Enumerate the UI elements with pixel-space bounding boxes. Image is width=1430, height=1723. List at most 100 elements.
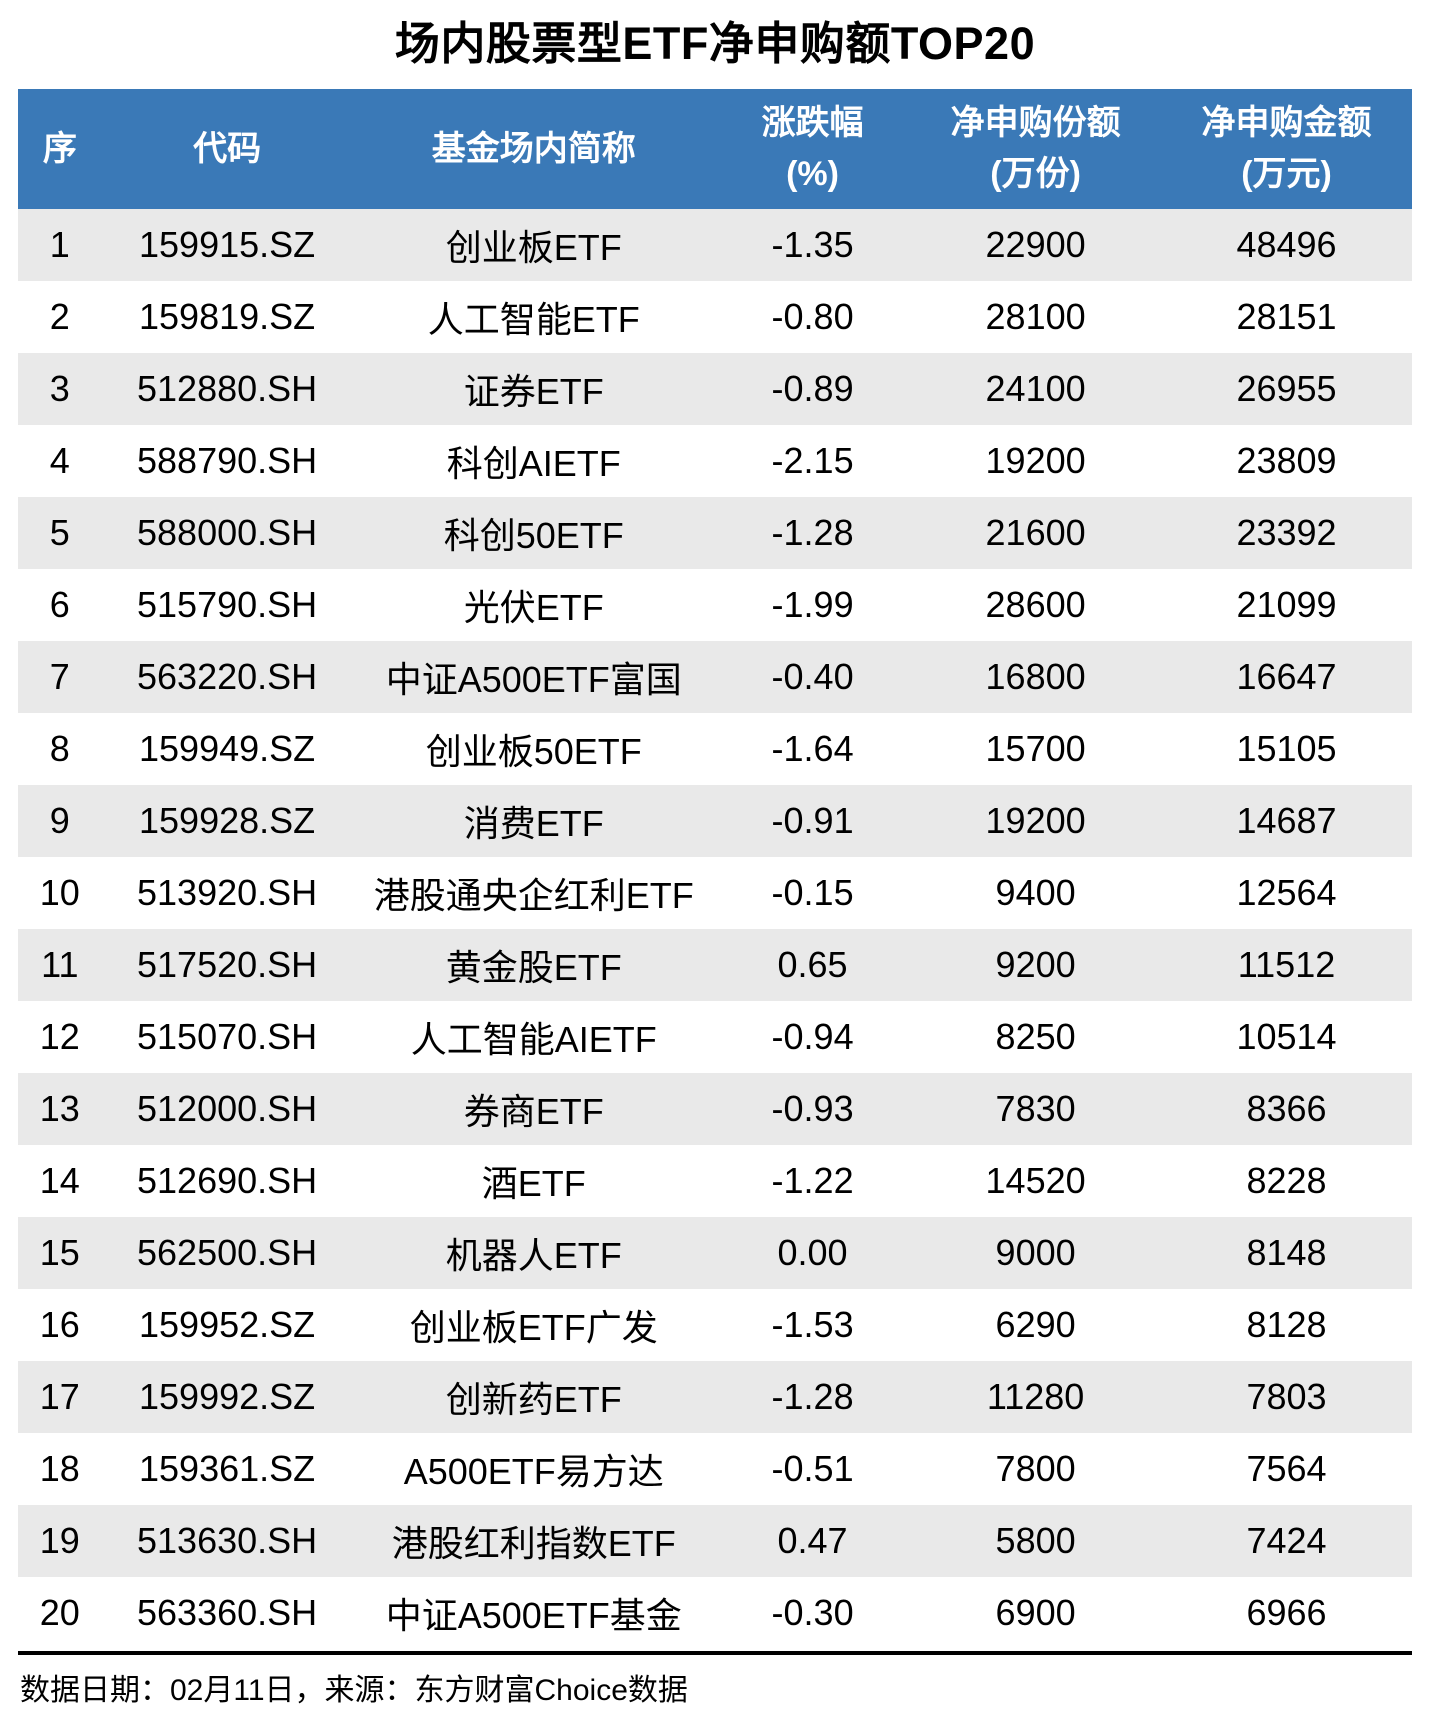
cell-rank: 4 [49,440,70,481]
cell-rank: 16 [39,1304,80,1345]
table-row: 2 159819.SZ 人工智能ETF -0.80 28100 28151 [18,281,1412,353]
cell-change: -0.89 [771,368,854,409]
cell-net-amount: 11512 [1237,944,1336,985]
cell-net-amount: 21099 [1236,584,1337,625]
cell-rank: 8 [49,728,70,769]
cell-net-shares: 11280 [986,1376,1085,1417]
cell-net-shares: 7830 [995,1088,1076,1129]
cell-rank: 15 [39,1232,80,1273]
cell-net-amount: 6966 [1246,1592,1327,1633]
cell-net-shares: 5800 [995,1520,1076,1561]
cell-rank: 17 [39,1376,80,1417]
cell-net-amount: 23809 [1236,440,1337,481]
header-fund-name-label: 基金场内简称 [431,129,636,168]
cell-net-shares: 9400 [995,872,1076,913]
cell-net-shares: 19200 [985,440,1086,481]
cell-code: 588790.SH [137,440,318,481]
cell-rank: 6 [49,584,70,625]
table-row: 3 512880.SH 证券ETF -0.89 24100 26955 [18,353,1412,425]
cell-net-shares: 8250 [995,1016,1076,1057]
cell-net-shares: 21600 [985,512,1086,553]
cell-code: 159992.SZ [139,1376,316,1417]
table-row: 16 159952.SZ 创业板ETF广发 -1.53 6290 8128 [18,1289,1412,1361]
header-row: 序 代码 基金场内简称 涨跌幅 (%) 净申购份额 (万份) 净申购金额 (万 [18,89,1412,209]
cell-change: -1.22 [771,1160,854,1201]
cell-change: -1.35 [771,224,854,265]
cell-rank: 12 [39,1016,80,1057]
cell-rank: 1 [49,224,70,265]
cell-fund-name: 消费ETF [463,803,604,844]
cell-change: -0.93 [771,1088,854,1129]
table-row: 14 512690.SH 酒ETF -1.22 14520 8228 [18,1145,1412,1217]
table-row: 11 517520.SH 黄金股ETF 0.65 9200 11512 [18,929,1412,1001]
cell-code: 515070.SH [137,1016,318,1057]
cell-change: -0.15 [771,872,854,913]
data-source-note: 数据日期：02月11日，来源：东方财富Choice数据 [18,1651,1412,1723]
cell-net-shares: 28100 [985,296,1086,337]
cell-net-shares: 9000 [995,1232,1076,1273]
cell-net-shares: 6290 [995,1304,1076,1345]
cell-fund-name: 科创AIETF [446,443,621,484]
header-change: 涨跌幅 (%) [714,89,911,209]
cell-code: 563360.SH [137,1592,318,1633]
cell-code: 515790.SH [137,584,318,625]
cell-code: 159915.SZ [139,224,316,265]
cell-change: -1.28 [771,512,854,553]
cell-code: 159928.SZ [139,800,316,841]
cell-code: 512880.SH [137,368,318,409]
table-row: 6 515790.SH 光伏ETF -1.99 28600 21099 [18,569,1412,641]
cell-net-shares: 9200 [995,944,1076,985]
table-row: 5 588000.SH 科创50ETF -1.28 21600 23392 [18,497,1412,569]
cell-code: 562500.SH [137,1232,318,1273]
cell-net-amount: 7803 [1246,1376,1327,1417]
cell-fund-name: 创业板ETF广发 [409,1307,658,1348]
header-code: 代码 [101,89,353,209]
cell-fund-name: 券商ETF [463,1091,604,1132]
cell-code: 159819.SZ [139,296,316,337]
table-row: 10 513920.SH 港股通央企红利ETF -0.15 9400 12564 [18,857,1412,929]
cell-change: -1.64 [771,728,854,769]
cell-code: 512690.SH [137,1160,318,1201]
cell-net-amount: 8128 [1246,1304,1327,1345]
cell-net-amount: 7564 [1246,1448,1327,1489]
cell-fund-name: 创业板ETF [445,227,622,268]
cell-change: -1.53 [771,1304,854,1345]
cell-net-amount: 26955 [1236,368,1337,409]
cell-change: -0.91 [771,800,854,841]
table-row: 1 159915.SZ 创业板ETF -1.35 22900 48496 [18,209,1412,281]
cell-rank: 7 [49,656,70,697]
cell-net-amount: 16647 [1236,656,1337,697]
table-row: 8 159949.SZ 创业板50ETF -1.64 15700 15105 [18,713,1412,785]
cell-rank: 18 [39,1448,80,1489]
cell-fund-name: A500ETF易方达 [403,1451,664,1492]
cell-net-amount: 48496 [1236,224,1337,265]
cell-net-amount: 7424 [1246,1520,1327,1561]
header-change-label: 涨跌幅 [761,104,864,142]
cell-rank: 9 [49,800,70,841]
cell-fund-name: 科创50ETF [443,515,624,556]
cell-fund-name: 人工智能ETF [427,299,640,340]
cell-net-amount: 10514 [1236,1016,1337,1057]
cell-change: -0.80 [771,296,854,337]
cell-fund-name: 港股通央企红利ETF [373,875,694,916]
header-rank: 序 [18,89,102,209]
cell-fund-name: 中证A500ETF富国 [385,659,682,700]
cell-net-amount: 28151 [1236,296,1337,337]
cell-code: 513630.SH [137,1520,318,1561]
cell-net-shares: 22900 [985,224,1086,265]
cell-net-shares: 7800 [995,1448,1076,1489]
cell-fund-name: 黄金股ETF [445,947,622,988]
cell-net-amount: 12564 [1236,872,1337,913]
cell-rank: 14 [39,1160,80,1201]
table-row: 9 159928.SZ 消费ETF -0.91 19200 14687 [18,785,1412,857]
cell-change: -2.15 [771,440,854,481]
header-net-amount-unit: (万元) [1241,155,1332,193]
header-net-amount: 净申购金额 (万元) [1161,89,1412,209]
cell-change: 0.00 [777,1232,848,1273]
header-rank-label: 序 [42,129,77,168]
header-net-shares-unit: (万份) [990,155,1081,193]
cell-fund-name: 光伏ETF [463,587,604,628]
cell-rank: 10 [39,872,80,913]
cell-fund-name: 中证A500ETF基金 [385,1595,682,1636]
cell-change: 0.65 [777,944,848,985]
